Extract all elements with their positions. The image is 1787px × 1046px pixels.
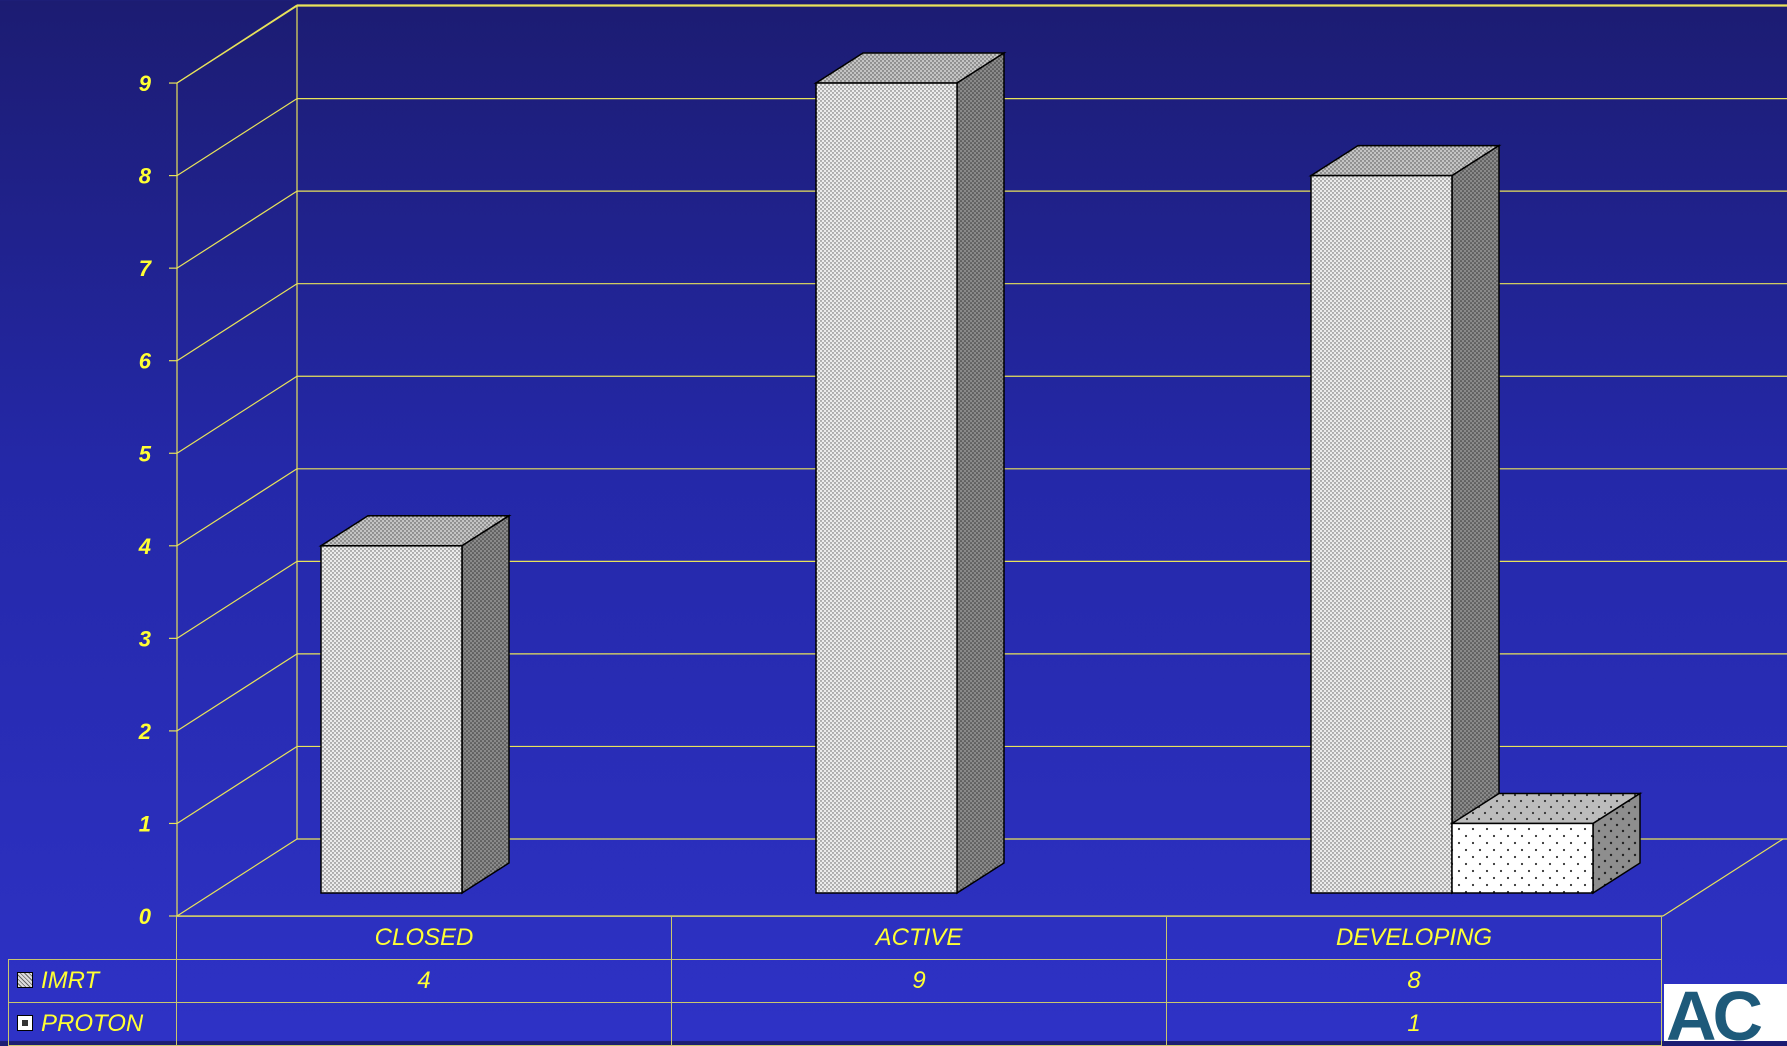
floor-right-edge xyxy=(1662,838,1784,917)
y-tick-label: 5 xyxy=(139,441,152,466)
gridline-depth xyxy=(176,283,298,362)
category-label: ACTIVE xyxy=(671,916,1167,960)
bar-side-face xyxy=(956,51,1005,895)
bar-front-face xyxy=(320,545,463,894)
table-cell: 1 xyxy=(1166,1002,1662,1046)
y-tick-label: 8 xyxy=(139,164,152,189)
gridline-depth xyxy=(176,98,298,177)
y-tick-label: 4 xyxy=(138,534,151,559)
gridline-depth xyxy=(176,5,298,84)
category-label: CLOSED xyxy=(176,916,672,960)
legend-label: PROTON xyxy=(41,1010,144,1037)
legend-entry: PROTON xyxy=(8,1002,177,1046)
bar-front-face xyxy=(1310,174,1453,894)
gridline-depth xyxy=(176,190,298,269)
proton-swatch-icon xyxy=(17,1014,33,1031)
bar-front-face xyxy=(1451,822,1594,894)
y-tick-label: 6 xyxy=(139,349,152,374)
legend-entry: IMRT xyxy=(8,959,177,1003)
table-cell: 8 xyxy=(1166,959,1662,1003)
y-tick-label: 7 xyxy=(139,256,153,281)
bar-side-face xyxy=(461,514,510,895)
bar-front-face xyxy=(815,82,958,894)
imrt-bar xyxy=(813,51,1007,895)
category-label: DEVELOPING xyxy=(1166,916,1662,960)
table-row: PROTON 1 xyxy=(8,1002,1662,1046)
data-table: CLOSED ACTIVE DEVELOPING IMRT 4 9 8 PROT… xyxy=(8,916,1662,1046)
proton-bar xyxy=(1449,792,1643,895)
grid-layer xyxy=(169,4,1787,917)
y-tick-label: 1 xyxy=(139,811,151,836)
table-row: IMRT 4 9 8 xyxy=(8,959,1662,1003)
table-cell xyxy=(671,1002,1167,1046)
imrt-swatch-icon xyxy=(17,971,33,988)
imrt-bar xyxy=(1308,144,1502,895)
bars xyxy=(318,51,1643,895)
imrt-bar xyxy=(318,514,512,895)
logo: AC xyxy=(1664,984,1787,1041)
table-cell: 9 xyxy=(671,959,1167,1003)
gridline-depth xyxy=(176,560,298,639)
gridline-depth xyxy=(176,838,298,917)
table-cell xyxy=(176,1002,672,1046)
y-tick-label: 2 xyxy=(138,719,152,744)
legend-label: IMRT xyxy=(41,967,100,994)
y-tick-label: 9 xyxy=(139,71,152,96)
gridline-depth xyxy=(176,653,298,732)
y-tick-label: 3 xyxy=(139,626,151,651)
gridline-depth xyxy=(176,468,298,547)
table-cell: 4 xyxy=(176,959,672,1003)
gridline-depth xyxy=(176,375,298,454)
bar-side-face xyxy=(1451,144,1500,895)
logo-text: AC xyxy=(1666,984,1762,1041)
gridline-depth xyxy=(176,745,298,824)
category-row: CLOSED ACTIVE DEVELOPING xyxy=(8,916,1662,960)
table-corner xyxy=(8,916,177,960)
